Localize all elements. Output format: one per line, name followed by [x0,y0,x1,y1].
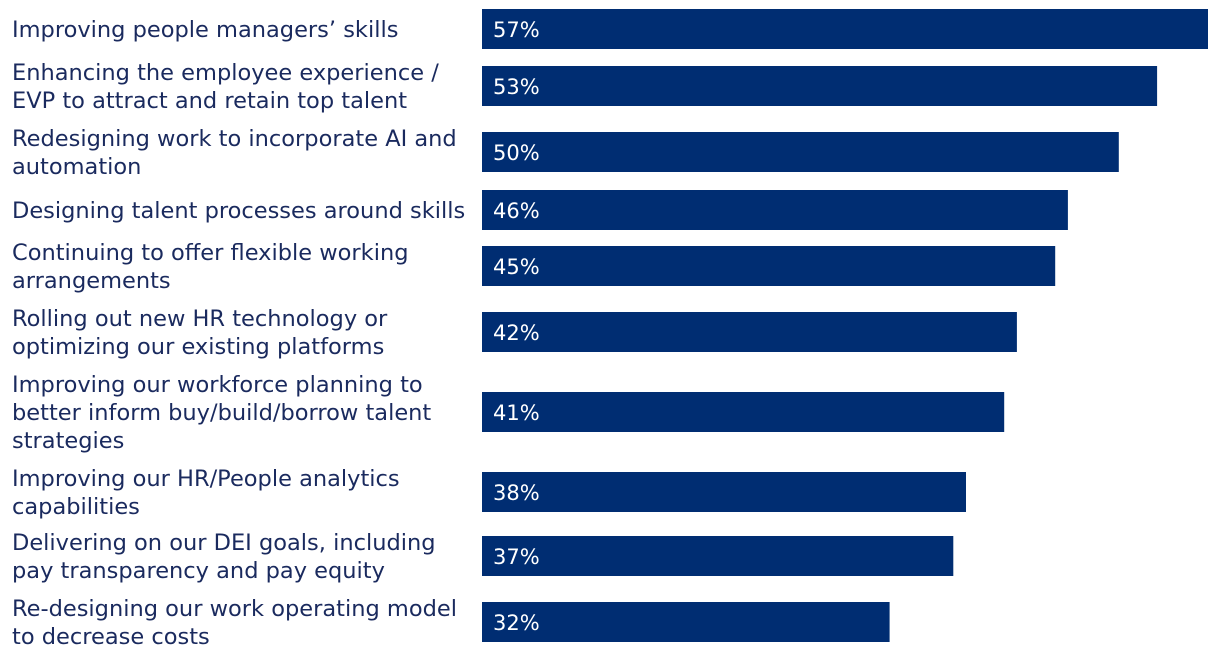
category-label-line: automation [12,154,141,180]
category-label-1: Improving people managers’ skills [12,17,398,43]
category-label-line: Rolling out new HR technology or [12,306,388,332]
bar-5 [482,246,1056,286]
category-label-line: to decrease costs [12,624,210,650]
bar-value-label-7: 41% [493,401,540,425]
category-label-line: capabilities [12,494,140,520]
bar-value-label-5: 45% [493,255,540,279]
bar-8 [482,472,966,512]
category-label-2: Enhancing the employee experience / EVP t… [12,60,439,114]
bar-3 [482,132,1119,172]
category-label-line: Designing talent processes around skills [12,198,465,224]
bar-value-label-4: 46% [493,199,540,223]
category-label-line: strategies [12,428,124,454]
bar-value-label-6: 42% [493,321,540,345]
bar-value-label-3: 50% [493,141,540,165]
category-label-10: Re-designing our work operating model to … [12,596,457,650]
category-label-line: Improving people managers’ skills [12,17,398,43]
category-label-line: Re-designing our work operating model [12,596,457,622]
category-label-line: Improving our workforce planning to [12,372,423,398]
bar-value-label-1: 57% [493,18,540,42]
category-label-line: Improving our HR/People analytics [12,466,400,492]
category-label-8: Improving our HR/People analytics capabil… [12,466,400,520]
bar-6 [482,312,1017,352]
category-label-line: Enhancing the employee experience / [12,60,439,86]
bar-9 [482,536,954,576]
category-label-line: optimizing our existing platforms [12,334,384,360]
category-labels: Improving people managers’ skills Enhanci… [12,17,465,650]
category-label-line: Continuing to offer flexible working [12,240,409,266]
category-label-line: Redesigning work to incorporate AI and [12,126,457,152]
bar-value-label-9: 37% [493,545,540,569]
category-label-line: EVP to attract and retain top talent [12,88,407,114]
bar-value-label-2: 53% [493,75,540,99]
category-label-9: Delivering on our DEI goals, including pa… [12,530,436,584]
bar-2 [482,66,1158,106]
category-label-3: Redesigning work to incorporate AI and au… [12,126,457,180]
bars: 57% 53% 50% 46% 45% 42% 41% 38% 37% 32% [482,9,1208,642]
bar-value-label-8: 38% [493,481,540,505]
bar-4 [482,190,1068,230]
category-label-line: arrangements [12,268,171,294]
bar-value-label-10: 32% [493,611,540,635]
category-label-4: Designing talent processes around skills [12,198,465,224]
bar-10 [482,602,890,642]
category-label-line: Delivering on our DEI goals, including [12,530,436,556]
bar-1 [482,9,1208,49]
category-label-line: better inform buy/build/borrow talent [12,400,431,426]
category-label-5: Continuing to offer flexible working arra… [12,240,409,294]
category-label-line: pay transparency and pay equity [12,558,385,584]
category-label-7: Improving our workforce planning to bette… [12,372,431,454]
bar-7 [482,392,1005,432]
category-label-6: Rolling out new HR technology or optimizi… [12,306,388,360]
